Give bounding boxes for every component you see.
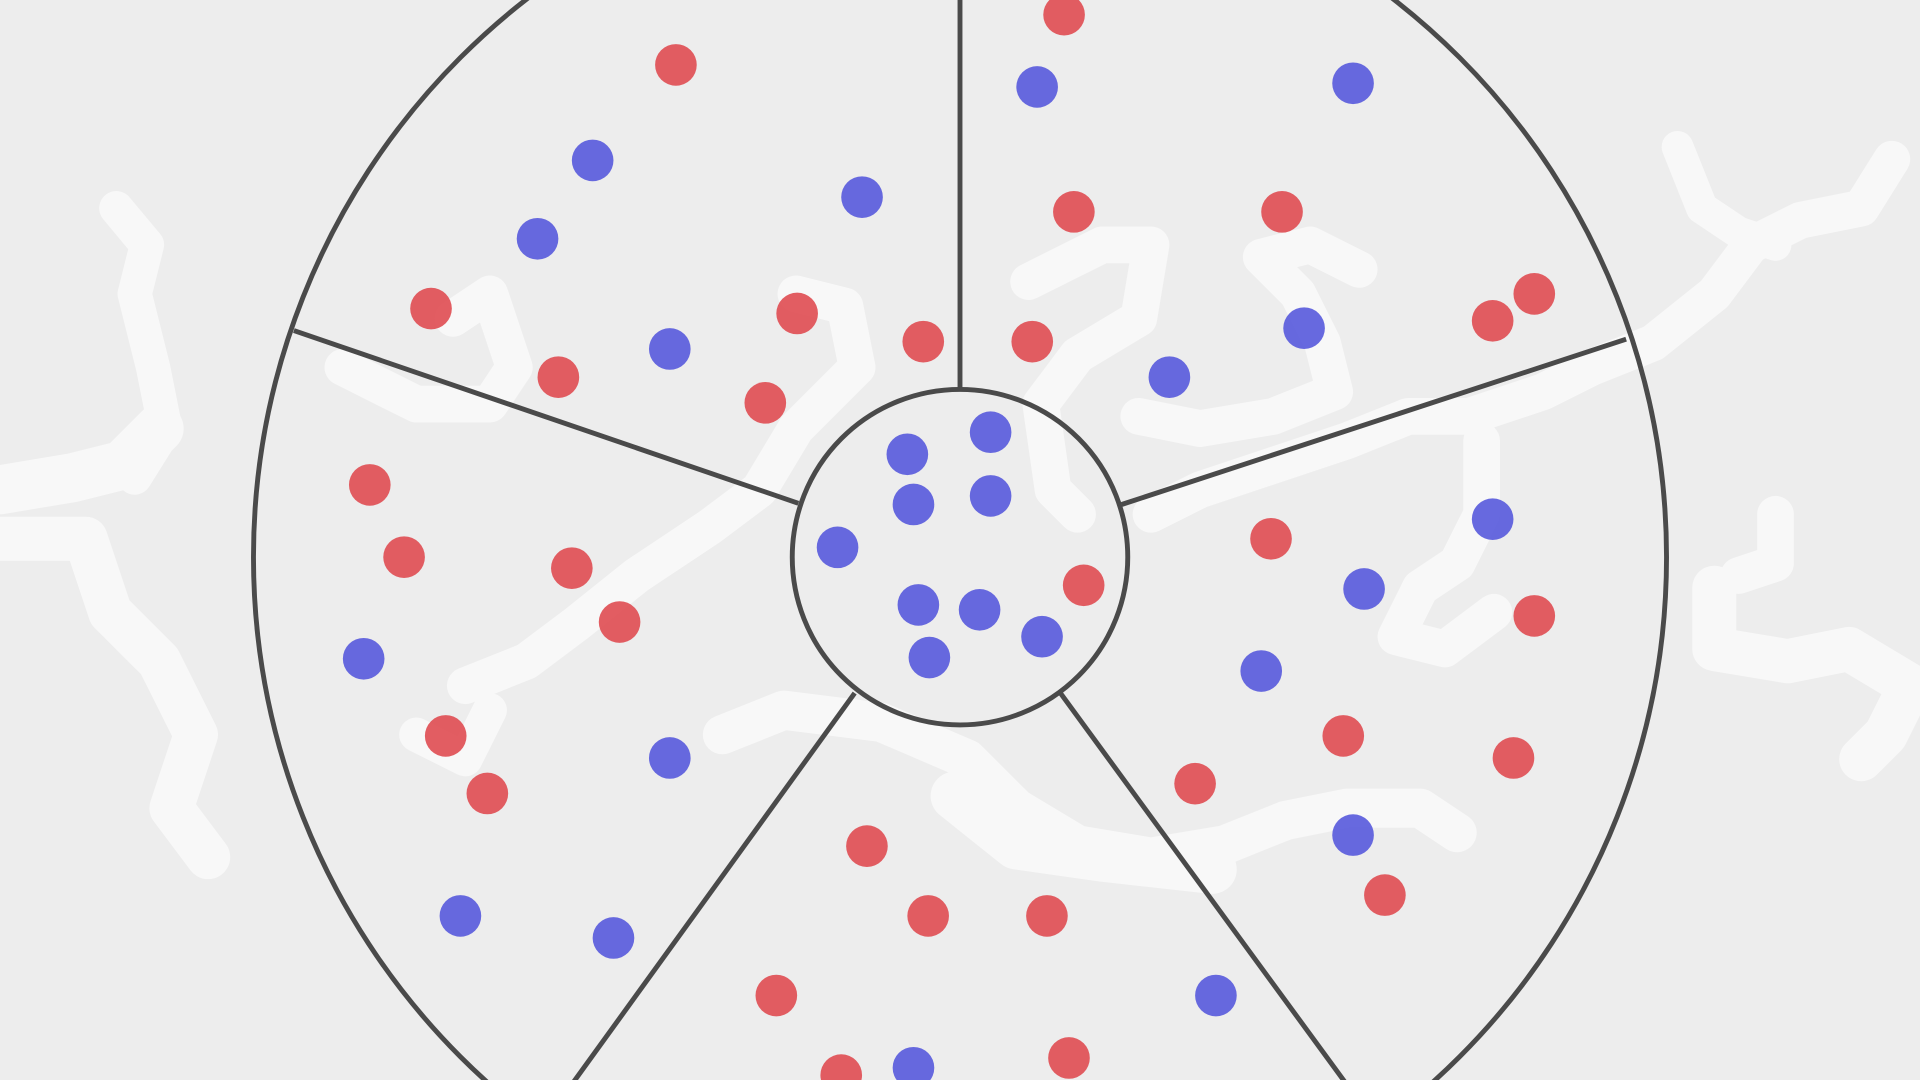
red-unit [1174, 762, 1216, 805]
blue-unit [571, 139, 614, 182]
blue-unit [1332, 62, 1374, 105]
red-unit [744, 382, 787, 424]
terrain-blob [1132, 140, 1911, 533]
blue-unit [886, 433, 929, 476]
divider [293, 328, 800, 506]
red-unit [1364, 874, 1406, 916]
red-unit [1011, 320, 1054, 363]
blue-unit [892, 483, 935, 526]
red-unit [1322, 715, 1365, 757]
red-unit [551, 547, 593, 589]
blue-unit [439, 895, 482, 937]
outer-ring [251, 0, 1669, 1080]
terrain [0, 131, 1920, 894]
terrain-blob [1120, 226, 1378, 447]
red-unit [598, 601, 641, 643]
terrain-blob [324, 275, 533, 423]
terrain-blob [446, 275, 876, 705]
red-unit [1261, 191, 1303, 233]
red-unit [466, 772, 509, 815]
blue-unit [1332, 814, 1374, 856]
blue-unit [897, 584, 940, 626]
blue-unit [969, 475, 1012, 517]
red-unit [348, 464, 391, 506]
red-unit [820, 1054, 863, 1080]
terrain-blob [0, 516, 231, 880]
blue-unit [648, 328, 691, 370]
terrain-blob [1010, 226, 1170, 533]
red-unit [1062, 564, 1105, 607]
terrain-blob [1661, 131, 1792, 261]
red-unit [1513, 273, 1556, 315]
red-unit [1048, 1037, 1090, 1079]
divider [1120, 336, 1627, 507]
red-unit [410, 287, 452, 330]
blue-unit [841, 176, 883, 218]
red-unit [1043, 0, 1085, 36]
red-unit [1471, 300, 1514, 342]
blue-unit [1240, 650, 1283, 692]
red-unit [383, 536, 425, 578]
terrain-blob [0, 404, 184, 515]
blue-unit [958, 588, 1001, 631]
red-unit [1053, 191, 1095, 233]
blue-unit [1021, 615, 1063, 658]
blue-unit [342, 637, 385, 680]
red-unit [755, 974, 798, 1017]
terrain-blob [930, 771, 1237, 894]
red-unit [907, 895, 949, 937]
red-unit [424, 715, 467, 757]
blue-unit [1195, 974, 1237, 1017]
divider [1058, 691, 1347, 1080]
red-unit [655, 44, 697, 86]
terrain-blob [1692, 565, 1920, 782]
blue-unit [1283, 307, 1325, 349]
red-unit [776, 292, 818, 335]
red-unit [1026, 895, 1068, 937]
blue-unit [969, 411, 1012, 454]
red-unit [537, 356, 580, 398]
blue-unit [592, 917, 635, 959]
blue-unit [1471, 498, 1514, 540]
red-unit [846, 825, 888, 867]
blue-unit [1148, 356, 1191, 398]
blue-unit [648, 737, 691, 779]
red-unit [1250, 517, 1292, 560]
red-unit [902, 320, 945, 363]
divider [571, 691, 857, 1080]
blue-unit [1016, 66, 1058, 108]
units [342, 0, 1556, 1080]
blue-unit [908, 636, 951, 679]
red-unit [1513, 595, 1556, 637]
red-unit [1492, 737, 1535, 779]
terrain-blob [1720, 495, 1794, 594]
blue-unit [892, 1046, 935, 1080]
blue-unit [816, 526, 859, 569]
blue-unit [1343, 568, 1385, 610]
blue-unit [516, 217, 559, 260]
arena-walls [251, 0, 1669, 1080]
